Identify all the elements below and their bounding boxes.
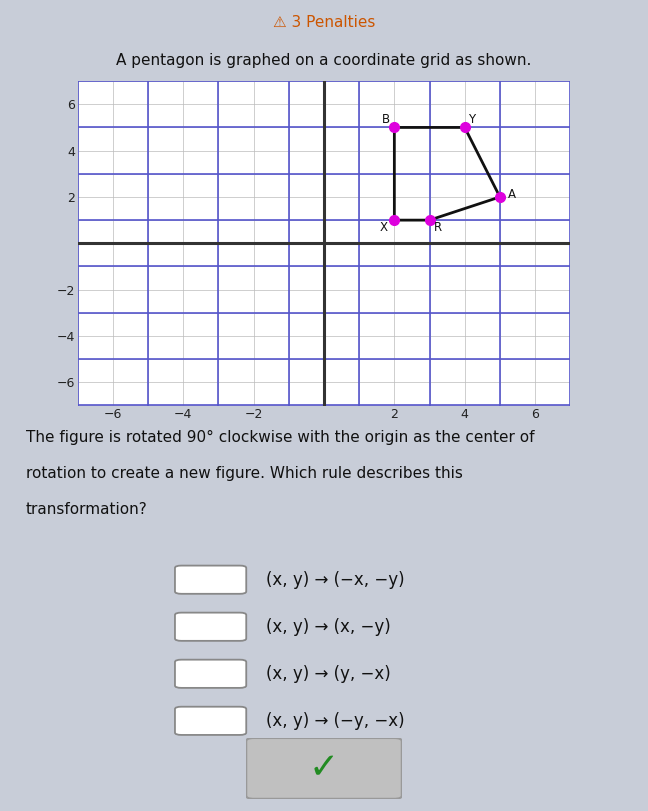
Text: R: R <box>434 221 443 234</box>
Text: ✓: ✓ <box>309 752 339 785</box>
FancyBboxPatch shape <box>175 565 246 594</box>
Text: ⚠ 3 Penalties: ⚠ 3 Penalties <box>273 15 375 30</box>
Text: The figure is rotated 90° clockwise with the origin as the center of: The figure is rotated 90° clockwise with… <box>26 430 535 445</box>
Text: Y: Y <box>469 113 475 126</box>
Text: X: X <box>380 221 388 234</box>
Text: (x, y) → (x, −y): (x, y) → (x, −y) <box>266 618 391 636</box>
Text: A pentagon is graphed on a coordinate grid as shown.: A pentagon is graphed on a coordinate gr… <box>116 53 532 67</box>
Text: (x, y) → (−y, −x): (x, y) → (−y, −x) <box>266 712 404 730</box>
FancyBboxPatch shape <box>175 612 246 641</box>
Text: rotation to create a new figure. Which rule describes this: rotation to create a new figure. Which r… <box>26 466 463 482</box>
FancyBboxPatch shape <box>175 659 246 688</box>
Text: B: B <box>382 113 389 126</box>
FancyBboxPatch shape <box>175 706 246 735</box>
Text: transformation?: transformation? <box>26 503 148 517</box>
Text: A: A <box>508 188 516 201</box>
FancyBboxPatch shape <box>246 738 402 799</box>
Text: (x, y) → (y, −x): (x, y) → (y, −x) <box>266 665 391 683</box>
Text: (x, y) → (−x, −y): (x, y) → (−x, −y) <box>266 571 404 589</box>
